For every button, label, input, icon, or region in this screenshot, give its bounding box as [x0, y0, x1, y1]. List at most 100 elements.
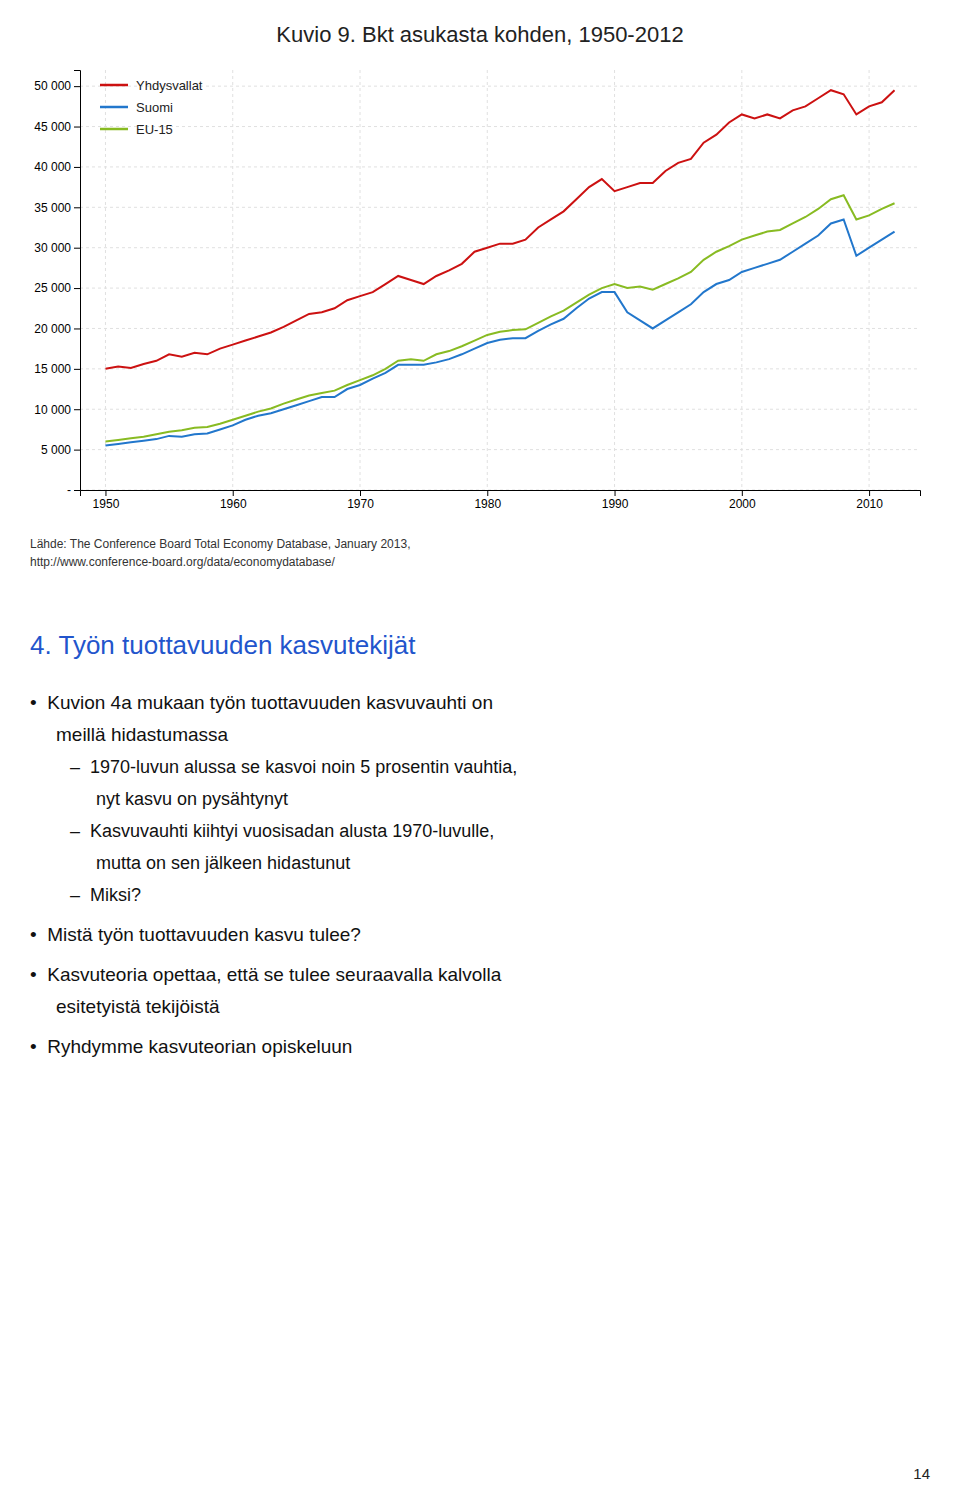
- chart-title: Kuvio 9. Bkt asukasta kohden, 1950-2012: [276, 22, 683, 47]
- bullet: • Kasvuteoria opettaa, että se tulee seu…: [30, 964, 502, 985]
- legend-label: EU-15: [136, 122, 173, 137]
- grid-line-y: [80, 409, 920, 410]
- y-tick-label: 30 000: [34, 241, 71, 255]
- x-axis: 1950 1960 1970 1980 1990 2000 2010: [81, 490, 921, 511]
- y-tick: 10 000: [34, 403, 80, 417]
- y-tick: 15 000: [34, 362, 80, 376]
- source-note: Lähde: The Conference Board Total Econom…: [30, 537, 410, 551]
- legend-item: Yhdysvallat: [100, 78, 203, 93]
- grid-line-y: [80, 449, 920, 450]
- y-axis: - 5 000 10 000 15 000 20 000 25 000 30 000 35 0…: [34, 71, 80, 498]
- x-tick-mark: [869, 490, 870, 496]
- sub-bullet: – Kasvuvauhti kiihtyi vuosisadan alusta …: [70, 821, 494, 841]
- legend-swatch: [100, 128, 128, 131]
- grid-line-x: [360, 70, 361, 490]
- y-tick: 40 000: [34, 160, 80, 174]
- series-line: [105, 195, 894, 441]
- x-tick-mark: [615, 490, 616, 496]
- grid-line-x: [869, 70, 870, 490]
- section-title: 4. Työn tuottavuuden kasvutekijät: [30, 630, 416, 660]
- grid: [80, 70, 920, 490]
- grid-line-y: [80, 126, 920, 127]
- grid-line-x: [232, 70, 233, 490]
- grid-line-x: [741, 70, 742, 490]
- sub-bullet: – Miksi?: [70, 885, 141, 905]
- y-tick: -: [67, 483, 80, 497]
- x-tick: 2000: [729, 490, 756, 511]
- x-tick-label: 1990: [602, 497, 629, 511]
- page-number: 14: [913, 1465, 930, 1482]
- x-tick: 1990: [602, 490, 629, 511]
- plot-area: [105, 90, 894, 445]
- y-tick-label: 35 000: [34, 201, 71, 215]
- bullet-continuation: nyt kasvu on pysähtynyt: [96, 789, 288, 809]
- bullet: • Ryhdymme kasvuteorian opiskeluun: [30, 1036, 352, 1057]
- y-tick: 50 000: [34, 79, 80, 93]
- x-tick-mark: [233, 490, 234, 496]
- bullet: • Mistä työn tuottavuuden kasvu tulee?: [30, 924, 361, 945]
- x-tick-label: 1980: [474, 497, 501, 511]
- y-tick: 5 000: [41, 443, 80, 457]
- y-tick-label: 5 000: [41, 443, 71, 457]
- x-tick-mark: [360, 490, 361, 496]
- y-axis-line: [74, 71, 81, 491]
- y-tick-mark: [74, 369, 80, 370]
- x-tick-label: 1950: [93, 497, 120, 511]
- x-tick: 1980: [474, 490, 501, 511]
- legend-item: Suomi: [100, 100, 173, 115]
- y-tick-mark: [74, 86, 80, 87]
- bullet-continuation: esitetyistä tekijöistä: [56, 996, 220, 1017]
- x-tick-mark: [742, 490, 743, 496]
- grid-line-y: [80, 328, 920, 329]
- grid-line-y: [80, 166, 920, 167]
- bullet-continuation: meillä hidastumassa: [56, 724, 229, 745]
- y-tick-mark: [74, 450, 80, 451]
- bullet-continuation: mutta on sen jälkeen hidastunut: [96, 853, 350, 873]
- legend-swatch: [100, 106, 128, 109]
- y-tick-label: 50 000: [34, 79, 71, 93]
- x-tick: 1960: [220, 490, 247, 511]
- grid-line-y: [80, 247, 920, 248]
- y-tick: 30 000: [34, 241, 80, 255]
- grid-line-y: [80, 207, 920, 208]
- x-tick: 1950: [93, 490, 120, 511]
- x-tick: 2010: [856, 490, 883, 511]
- sub-bullet: – 1970-luvun alussa se kasvoi noin 5 pro…: [70, 757, 517, 777]
- legend-label: Yhdysvallat: [136, 78, 203, 93]
- y-tick-mark: [74, 248, 80, 249]
- grid-line-y: [80, 368, 920, 369]
- y-tick: 35 000: [34, 201, 80, 215]
- x-tick-label: 2000: [729, 497, 756, 511]
- y-tick-mark: [74, 288, 80, 289]
- y-tick: 20 000: [34, 322, 80, 336]
- legend: Yhdysvallat Suomi EU-15: [100, 78, 203, 137]
- grid-line-y: [80, 86, 920, 87]
- legend-swatch: [100, 84, 128, 87]
- y-tick-label: 10 000: [34, 403, 71, 417]
- page: Kuvio 9. Bkt asukasta kohden, 1950-2012 1…: [0, 0, 960, 1499]
- y-tick-label: -: [67, 483, 71, 497]
- y-tick-mark: [74, 207, 80, 208]
- bullet: • Kuvion 4a mukaan työn tuottavuuden kas…: [30, 692, 493, 713]
- y-tick: 45 000: [34, 120, 80, 134]
- y-tick-label: 45 000: [34, 120, 71, 134]
- x-tick: 1970: [347, 490, 374, 511]
- x-tick-label: 1970: [347, 497, 374, 511]
- y-tick-label: 40 000: [34, 160, 71, 174]
- grid-line-x: [105, 70, 106, 490]
- x-tick-label: 1960: [220, 497, 247, 511]
- grid-line-y: [80, 288, 920, 289]
- y-tick-mark: [74, 490, 80, 491]
- y-tick-mark: [74, 167, 80, 168]
- x-axis-line: [81, 491, 921, 497]
- y-tick: 25 000: [34, 281, 80, 295]
- x-tick-mark: [487, 490, 488, 496]
- y-tick-label: 25 000: [34, 281, 71, 295]
- y-tick-mark: [74, 409, 80, 410]
- annotations: Lähde: The Conference Board Total Econom…: [30, 537, 930, 1482]
- y-tick-label: 15 000: [34, 362, 71, 376]
- legend-item: EU-15: [100, 122, 173, 137]
- y-tick-mark: [74, 127, 80, 128]
- x-tick-label: 2010: [856, 497, 883, 511]
- grid-line-x: [614, 70, 615, 490]
